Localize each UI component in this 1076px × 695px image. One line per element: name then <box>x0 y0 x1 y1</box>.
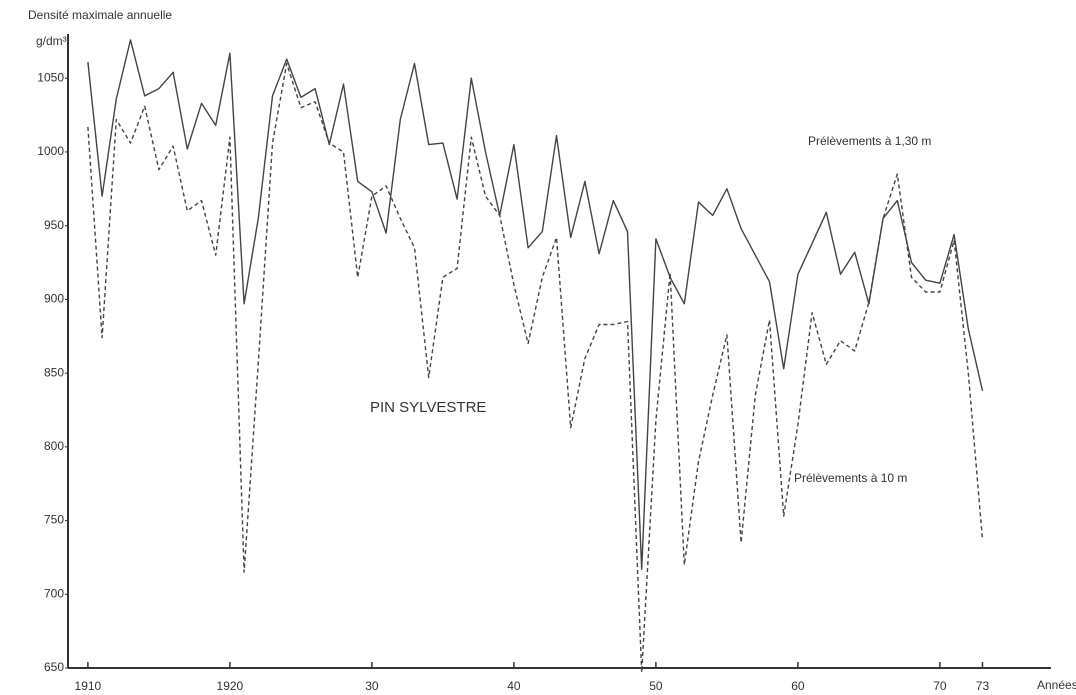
x-tick-label: 30 <box>365 679 379 693</box>
x-tick-label: 70 <box>933 679 947 693</box>
y-tick-label: 650 <box>44 660 64 674</box>
y-tick-label: 850 <box>44 365 64 379</box>
x-tick-label: 1920 <box>217 679 244 693</box>
y-tick-label: 900 <box>44 292 64 306</box>
x-tick-label: 1910 <box>75 679 102 693</box>
series-line <box>87 39 984 570</box>
y-tick-label: 1050 <box>37 70 64 84</box>
x-tick-label: 50 <box>649 679 663 693</box>
annotation: PIN SYLVESTRE <box>370 399 486 416</box>
y-axis-title: Densité maximale annuelle <box>28 8 172 22</box>
series-line <box>87 62 984 674</box>
y-tick-label: 750 <box>44 513 64 527</box>
x-tick-label: 60 <box>791 679 805 693</box>
x-tick-label: 40 <box>507 679 521 693</box>
y-tick-label: 1000 <box>37 144 64 158</box>
series-label: Prélèvements à 10 m <box>794 471 907 485</box>
y-axis-unit: g/dm³ <box>36 34 67 48</box>
x-tick-label: 73 <box>976 679 990 693</box>
x-axis-title: Années <box>1037 678 1076 692</box>
y-tick-label: 700 <box>44 586 64 600</box>
y-tick-label: 800 <box>44 439 64 453</box>
series-label: Prélèvements à 1,30 m <box>808 134 931 148</box>
y-tick-label: 950 <box>44 218 64 232</box>
